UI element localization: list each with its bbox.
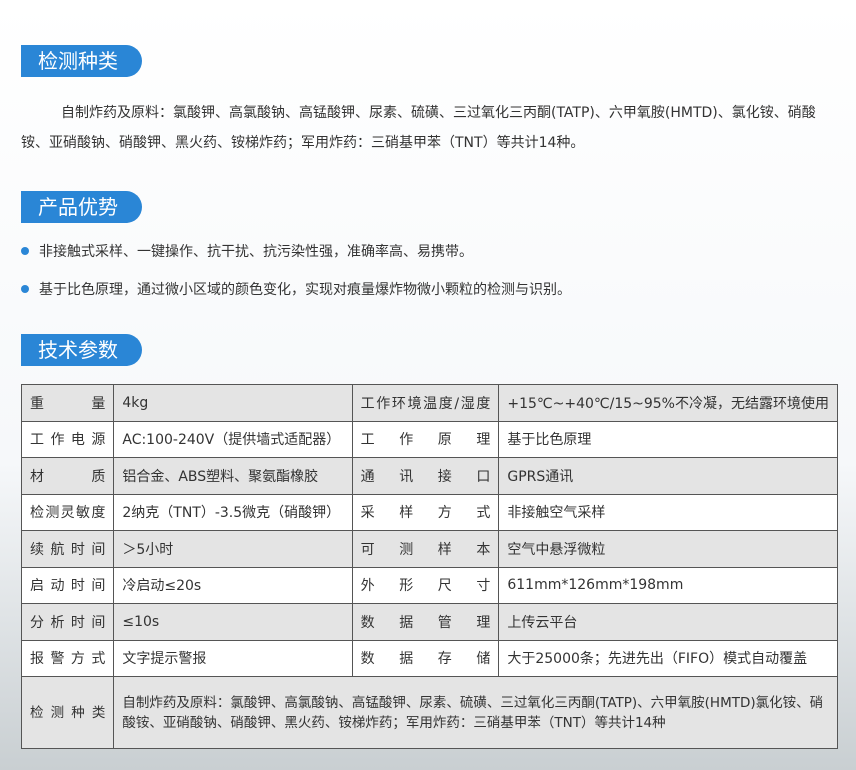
advantage-item: 基于比色原理，通过微小区域的颜色变化，实现对痕量爆炸物微小颗粒的检测与识别。 xyxy=(21,279,571,299)
advantage-text: 基于比色原理，通过微小区域的颜色变化，实现对痕量爆炸物微小颗粒的检测与识别。 xyxy=(39,282,571,298)
spec-value: ＞5小时 xyxy=(113,530,353,568)
spec-value: 611mm*126mm*198mm xyxy=(498,566,838,604)
spec-value: 铝合金、ABS塑料、聚氨酯橡胶 xyxy=(113,457,353,495)
spec-value: GPRS通讯 xyxy=(498,457,838,495)
table-row: 检测灵敏度 2纳克（TNT）-3.5微克（硝酸钾） 采样方式 非接触空气采样 xyxy=(20,493,838,531)
spec-value: 上传云平台 xyxy=(498,603,838,641)
table-row: 启动时间 冷启动≤20s 外形尺寸 611mm*126mm*198mm xyxy=(20,566,838,604)
spec-label: 材 质 xyxy=(20,457,115,495)
spec-value: 非接触空气采样 xyxy=(498,493,838,531)
spec-value: 基于比色原理 xyxy=(498,420,838,458)
spec-label: 分析时间 xyxy=(20,603,115,641)
spec-label: 采样方式 xyxy=(351,493,500,531)
spec-value: 文字提示警报 xyxy=(113,639,353,677)
spec-label: 检测灵敏度 xyxy=(20,493,115,531)
spec-label: 工作原理 xyxy=(351,420,500,458)
spec-label: 工作环境温度/湿度 xyxy=(351,384,500,422)
advantage-item: 非接触式采样、一键操作、抗干扰、抗污染性强，准确率高、易携带。 xyxy=(21,241,473,261)
spec-value: AC:100-240V（提供墙式适配器） xyxy=(113,420,353,458)
spec-label: 数据存储 xyxy=(351,639,500,677)
spec-value: +15℃~+40℃/15~95%不冷凝，无结露环境使用 xyxy=(498,384,838,422)
table-row: 检测种类 自制炸药及原料：氯酸钾、高氯酸钠、高锰酸钾、尿素、硫磺、三过氧化三丙酮(… xyxy=(20,676,838,749)
spec-value: ≤10s xyxy=(113,603,353,641)
bullet-icon xyxy=(21,285,29,293)
table-row: 工作电源 AC:100-240V（提供墙式适配器） 工作原理 基于比色原理 xyxy=(20,420,838,458)
spec-label: 数据管理 xyxy=(351,603,500,641)
spec-value: 4kg xyxy=(113,384,353,422)
table-row: 续航时间 ＞5小时 可测样本 空气中悬浮微粒 xyxy=(20,530,838,568)
detect-description: 自制炸药及原料：氯酸钾、高氯酸钠、高锰酸钾、尿素、硫磺、三过氧化三丙酮(TATP… xyxy=(21,105,816,151)
section-title-advantage: 产品优势 xyxy=(21,191,142,223)
spec-label: 工作电源 xyxy=(20,420,115,458)
spec-value: 空气中悬浮微粒 xyxy=(498,530,838,568)
table-row: 材 质铝合金、ABS塑料、聚氨酯橡胶 通讯接口 GPRS通讯 xyxy=(20,457,838,495)
spec-label: 通讯接口 xyxy=(351,457,500,495)
section-title-detect: 检测种类 xyxy=(21,45,142,77)
spec-label: 启动时间 xyxy=(20,566,115,604)
spec-value: 冷启动≤20s xyxy=(113,566,353,604)
spec-value: 2纳克（TNT）-3.5微克（硝酸钾） xyxy=(113,493,353,531)
spec-label: 报警方式 xyxy=(20,639,115,677)
spec-label: 外形尺寸 xyxy=(351,566,500,604)
table-row: 分析时间 ≤10s 数据管理 上传云平台 xyxy=(20,603,838,641)
spec-label: 重 量 xyxy=(20,384,115,422)
section-title-specs: 技术参数 xyxy=(21,334,142,366)
advantage-text: 非接触式采样、一键操作、抗干扰、抗污染性强，准确率高、易携带。 xyxy=(39,244,473,260)
spec-value: 自制炸药及原料：氯酸钾、高氯酸钠、高锰酸钾、尿素、硫磺、三过氧化三丙酮(TATP… xyxy=(113,676,838,749)
table-row: 报警方式 文字提示警报 数据存储 大于25000条；先进先出（FIFO）模式自动覆盖 xyxy=(20,639,838,677)
table-row: 重 量 4kg 工作环境温度/湿度 +15℃~+40℃/15~95%不冷凝，无结露环境… xyxy=(20,384,838,422)
bullet-icon xyxy=(21,247,29,255)
spec-label: 可测样本 xyxy=(351,530,500,568)
spec-value: 大于25000条；先进先出（FIFO）模式自动覆盖 xyxy=(498,639,838,677)
spec-label: 检测种类 xyxy=(20,676,115,749)
spec-label: 续航时间 xyxy=(20,530,115,568)
spec-table: 重 量 4kg 工作环境温度/湿度 +15℃~+40℃/15~95%不冷凝，无结露环境… xyxy=(20,384,838,749)
